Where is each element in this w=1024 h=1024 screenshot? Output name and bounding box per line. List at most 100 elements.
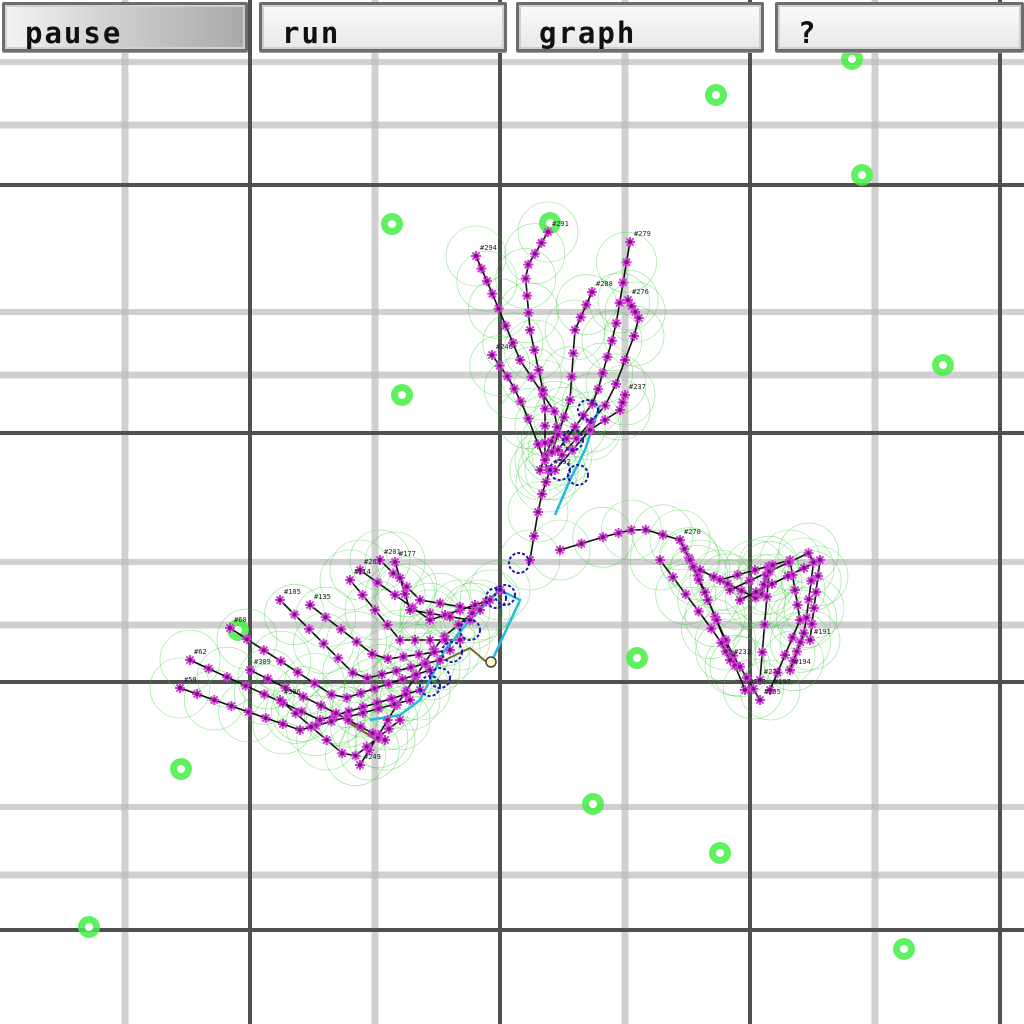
network-node (693, 606, 704, 617)
network-node (316, 700, 327, 711)
node-core (503, 323, 508, 328)
network-node (780, 650, 790, 660)
node-core (626, 298, 630, 302)
sensing-ring (449, 579, 511, 641)
node-label: #270 (684, 528, 701, 536)
node-core (212, 698, 217, 702)
growth-head (567, 464, 589, 486)
network-node (395, 715, 405, 725)
node-core (802, 566, 806, 570)
sensing-ring (456, 250, 518, 312)
node-core (571, 351, 576, 356)
network-node (289, 609, 300, 620)
network-node (799, 563, 809, 573)
node-label: #249 (364, 753, 381, 761)
sensing-ring (183, 669, 245, 731)
node-core (428, 668, 432, 672)
network-node (617, 397, 628, 408)
node-core (786, 560, 791, 565)
node-core (536, 368, 541, 372)
food-source-core (900, 945, 908, 953)
node-core (584, 302, 589, 307)
network-node (241, 634, 252, 645)
network-node (397, 674, 408, 685)
node-core (618, 408, 622, 412)
node-core (603, 418, 607, 422)
network-node (801, 612, 812, 623)
node-core (263, 716, 268, 720)
run-button[interactable]: run (259, 2, 507, 52)
network-node (225, 623, 235, 633)
network-edge (249, 669, 386, 741)
node-core (512, 386, 517, 391)
node-core (364, 744, 369, 749)
node-core (588, 428, 592, 432)
network-node (383, 678, 394, 689)
network-node (175, 683, 185, 693)
node-core (703, 590, 707, 595)
sensing-ring (597, 269, 659, 331)
node-core (691, 564, 696, 569)
node-core (596, 387, 601, 392)
sensing-ring (669, 539, 731, 601)
node-core (178, 686, 182, 690)
node-core (540, 492, 544, 496)
network-node (785, 665, 795, 675)
network-node (383, 723, 394, 734)
node-core (416, 652, 421, 657)
network-node (716, 637, 727, 648)
network-node (525, 325, 535, 335)
network-edge (309, 604, 451, 660)
node-core (458, 604, 462, 609)
network-node (806, 575, 817, 586)
node-core (683, 592, 688, 597)
node-core (738, 664, 742, 669)
node-core (340, 751, 345, 756)
node-label: #279 (634, 230, 651, 238)
network-node (425, 608, 435, 619)
network-node (615, 405, 625, 415)
node-core (376, 706, 381, 711)
network-node (425, 635, 435, 645)
sensing-ring (779, 609, 841, 671)
network-node (306, 721, 317, 732)
network-node (611, 379, 621, 389)
node-core (605, 354, 610, 359)
graph-button[interactable]: graph (516, 2, 764, 52)
node-core (228, 626, 232, 630)
network-node (258, 645, 269, 656)
node-core (386, 681, 391, 686)
node-core (682, 546, 687, 551)
node-label: #191 (814, 628, 831, 636)
node-label: #114 (354, 568, 371, 576)
node-core (278, 698, 282, 702)
help-button[interactable]: ? (775, 2, 1024, 52)
node-core (312, 681, 317, 686)
food-source-core (848, 55, 856, 63)
growth-head (429, 667, 451, 689)
node-core (353, 753, 358, 758)
network-node (259, 689, 270, 700)
node-core (398, 576, 402, 580)
network-node (700, 587, 710, 598)
network-node (540, 420, 550, 431)
node-core (794, 649, 799, 654)
node-core (385, 718, 390, 722)
network-node (611, 318, 622, 329)
network-node (536, 237, 547, 248)
network-node (759, 619, 770, 630)
network-node (600, 400, 611, 411)
network-node (192, 689, 203, 699)
node-core (428, 611, 432, 616)
node-core (688, 558, 692, 562)
node-core (394, 668, 399, 673)
pause-button[interactable]: pause (2, 2, 248, 52)
node-core (770, 582, 774, 586)
node-core (812, 606, 816, 610)
node-core (529, 375, 534, 380)
network-edge (551, 291, 593, 453)
node-core (432, 650, 437, 655)
node-label: #177 (399, 550, 416, 558)
food-source-core (939, 361, 947, 369)
